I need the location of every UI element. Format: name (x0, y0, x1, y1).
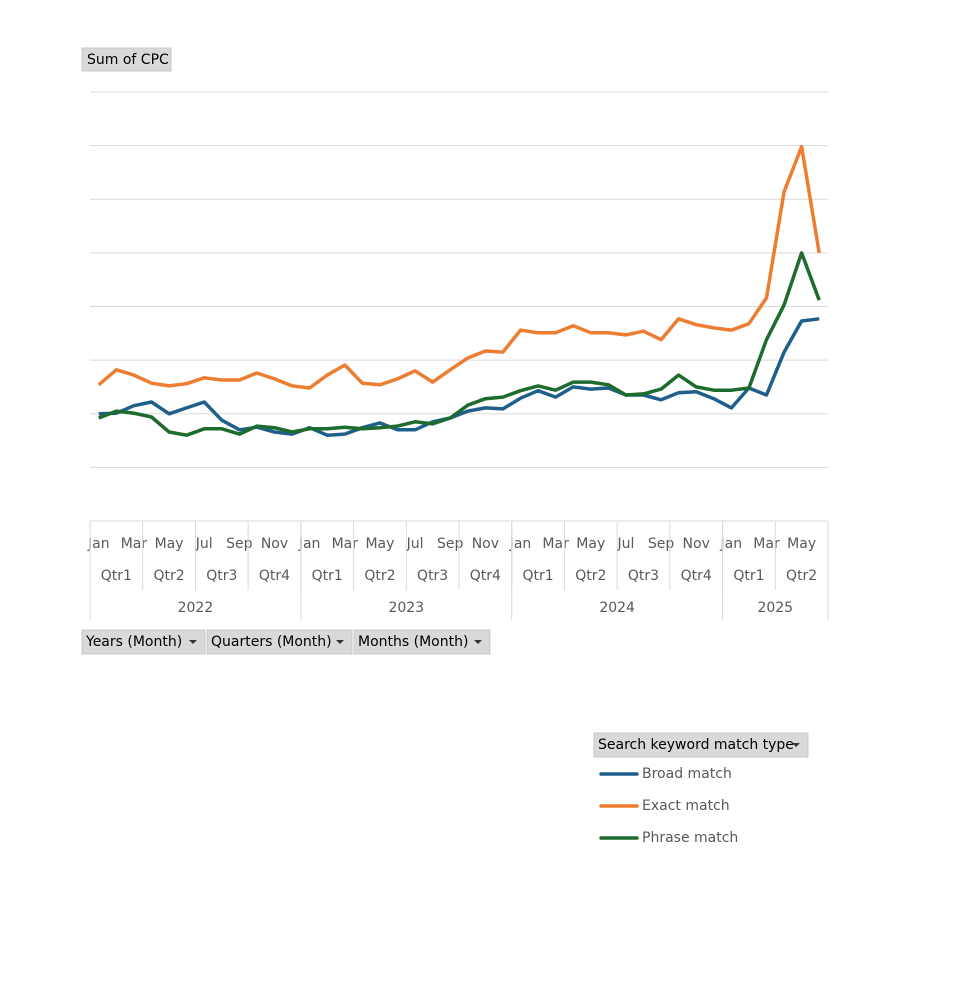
x-tick-label: Mar (332, 536, 359, 552)
quarter-label: Qtr4 (470, 568, 501, 584)
year-label: 2023 (388, 600, 424, 616)
dropdown-arrow (189, 640, 197, 644)
x-tick-label: Nov (472, 536, 499, 552)
axis-filter-button[interactable] (353, 629, 491, 655)
x-tick-label: Nov (683, 536, 710, 552)
x-tick-label: Jan (509, 536, 532, 552)
axis-filter-label: Years (Month) (85, 634, 182, 650)
quarter-label: Qtr4 (681, 568, 712, 584)
x-tick-label: May (365, 536, 394, 552)
x-tick-label: Sep (648, 536, 675, 552)
value-field-button[interactable] (81, 47, 172, 72)
legend-filter-button[interactable] (593, 732, 809, 758)
quarter-label: Qtr2 (786, 568, 817, 584)
x-tick-label: Jan (87, 536, 110, 552)
axis-filter-button[interactable] (81, 629, 206, 655)
axis-filter-label: Quarters (Month) (211, 634, 332, 650)
x-tick-label: May (155, 536, 184, 552)
x-tick-label: Sep (226, 536, 253, 552)
x-tick-label: Nov (261, 536, 288, 552)
year-label: 2022 (178, 600, 214, 616)
x-tick-label: May (787, 536, 816, 552)
x-tick-label: Jul (406, 536, 424, 552)
legend-label: Exact match (642, 798, 730, 814)
legend-label: Phrase match (642, 830, 738, 846)
x-tick-label: Jul (616, 536, 634, 552)
series-line (98, 251, 821, 437)
series-line (97, 144, 821, 390)
quarter-label: Qtr3 (206, 568, 237, 584)
dropdown-arrow (474, 640, 482, 644)
quarter-label: Qtr3 (628, 568, 659, 584)
value-field-label: Sum of CPC (87, 52, 169, 68)
quarter-label: Qtr1 (312, 568, 343, 584)
year-label: 2025 (757, 600, 793, 616)
year-label: 2024 (599, 600, 635, 616)
x-tick-label: Jan (298, 536, 321, 552)
x-tick-label: Jul (195, 536, 213, 552)
quarter-label: Qtr2 (364, 568, 395, 584)
axis-filter-button[interactable] (206, 629, 353, 655)
axis-filter-label: Months (Month) (358, 634, 468, 650)
x-tick-label: Mar (542, 536, 569, 552)
x-tick-label: Mar (753, 536, 780, 552)
quarter-label: Qtr4 (259, 568, 290, 584)
quarter-label: Qtr1 (101, 568, 132, 584)
quarter-label: Qtr1 (522, 568, 553, 584)
quarter-label: Qtr1 (733, 568, 764, 584)
quarter-label: Qtr2 (153, 568, 184, 584)
x-tick-label: May (576, 536, 605, 552)
series-line (98, 317, 820, 437)
quarter-label: Qtr2 (575, 568, 606, 584)
x-tick-label: Mar (121, 536, 148, 552)
legend-label: Broad match (642, 766, 732, 782)
dropdown-arrow (792, 743, 800, 747)
dropdown-arrow (336, 640, 344, 644)
x-tick-label: Jan (720, 536, 743, 552)
x-tick-label: Sep (437, 536, 464, 552)
legend-title: Search keyword match type (598, 737, 794, 753)
quarter-label: Qtr3 (417, 568, 448, 584)
